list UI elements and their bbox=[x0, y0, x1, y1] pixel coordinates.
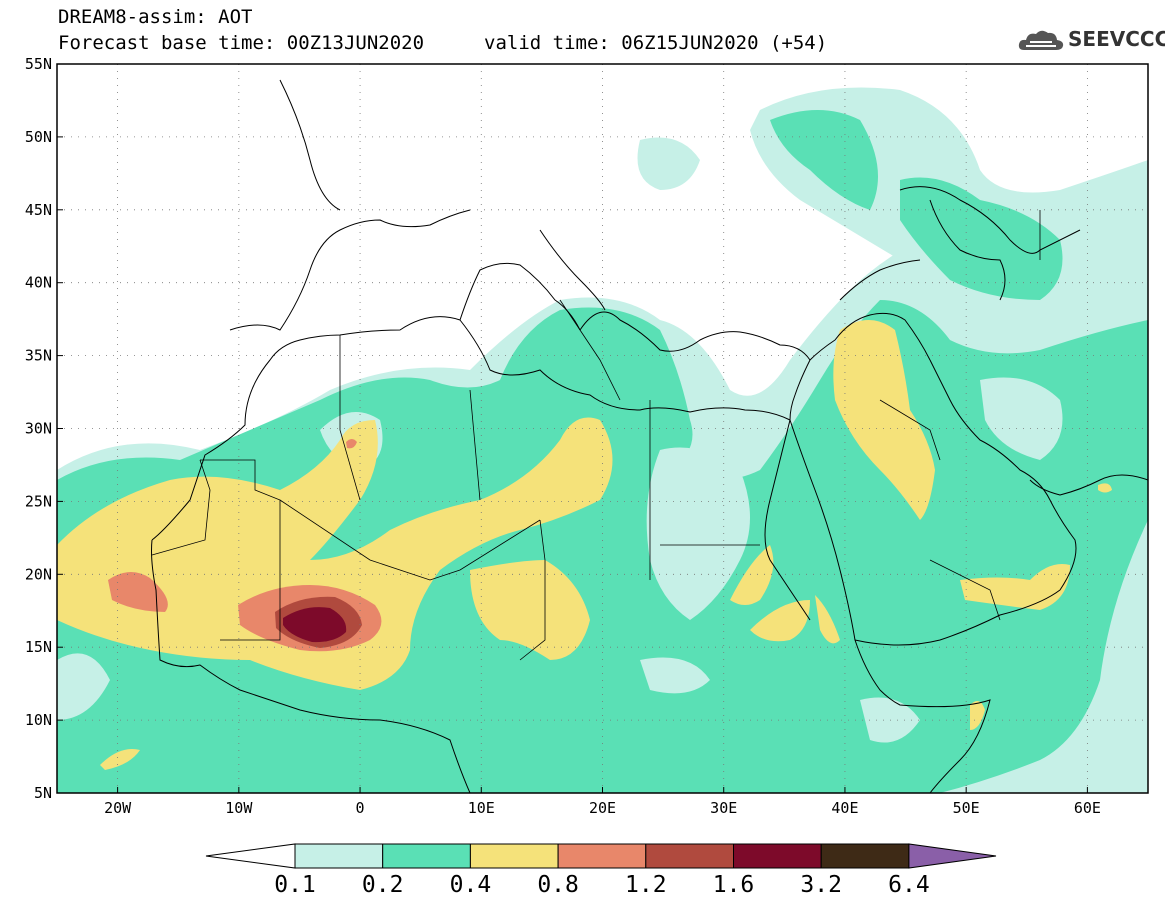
lon-tick-label: 30E bbox=[710, 799, 737, 817]
lat-tick-label: 45N bbox=[25, 201, 52, 219]
lat-tick-label: 5N bbox=[34, 784, 52, 802]
aot-hole-0.1-iran bbox=[980, 377, 1063, 460]
lon-tick-label: 20E bbox=[589, 799, 616, 817]
colorbar-swatch bbox=[294, 843, 384, 869]
lat-tick-label: 50N bbox=[25, 128, 52, 146]
colorbar-swatch bbox=[733, 843, 822, 869]
aot-contour-0.4 bbox=[57, 417, 613, 690]
colorbar-swatch bbox=[645, 843, 734, 869]
lat-tick-label: 20N bbox=[25, 565, 52, 583]
aot-contour-0.4-oman bbox=[960, 564, 1070, 610]
aot-hole-0.1-guinea bbox=[640, 657, 710, 694]
aot-field bbox=[57, 87, 1148, 793]
colorbar-label: 0.8 bbox=[537, 872, 579, 898]
aot-contour-0.4-sudan bbox=[730, 545, 774, 605]
graticule bbox=[57, 64, 1148, 793]
aot-contour-0.2-caspian bbox=[900, 177, 1063, 300]
axis-ticks: 20W 10W 0 10E 20E 30E 40E 50E 60E 55N 50N 45N 40N 35N… bbox=[25, 55, 1101, 817]
colorbar-below-arrow bbox=[205, 843, 296, 869]
forecast-base-time: Forecast base time: 00Z13JUN2020 bbox=[58, 32, 425, 54]
colorbar-swatch bbox=[469, 843, 559, 869]
country-borders bbox=[151, 210, 1041, 661]
aot-hole-0.1-west bbox=[57, 653, 110, 720]
lon-tick-label: 10E bbox=[468, 799, 495, 817]
aot-contour-0.4-chad bbox=[470, 560, 590, 660]
aot-contour-0.1-balkan bbox=[637, 137, 700, 190]
aot-contour-0.8-algeria bbox=[346, 439, 357, 449]
colorbar-swatch bbox=[557, 843, 647, 869]
aot-hole-0.1-egypt bbox=[646, 447, 750, 620]
aot-contour-0.4-ethiopia bbox=[750, 600, 810, 642]
lon-tick-label: 0 bbox=[356, 799, 365, 817]
lat-tick-label: 30N bbox=[25, 420, 52, 438]
colorbar-label: 0.1 bbox=[274, 872, 316, 898]
aot-contour-1.6 bbox=[283, 607, 347, 643]
colorbar-label: 1.6 bbox=[713, 872, 755, 898]
colorbar-swatch bbox=[382, 843, 471, 869]
lon-tick-label: 50E bbox=[953, 799, 980, 817]
colorbar-label: 0.4 bbox=[450, 872, 492, 898]
aot-contour-0.4-redsea bbox=[815, 595, 840, 644]
lon-tick-label: 10W bbox=[225, 799, 253, 817]
lat-tick-label: 35N bbox=[25, 347, 52, 365]
colorbar-swatch bbox=[820, 843, 910, 869]
coastlines bbox=[151, 79, 1148, 793]
colorbar-label: 6.4 bbox=[888, 872, 930, 898]
aot-contour-0.8 bbox=[108, 571, 168, 612]
colorbar-legend: 0.1 0.2 0.4 0.8 1.2 1.6 3.2 6.4 bbox=[205, 843, 997, 898]
lon-tick-label: 60E bbox=[1074, 799, 1101, 817]
colorbar-label: 1.2 bbox=[625, 872, 667, 898]
lon-tick-label: 40E bbox=[831, 799, 858, 817]
cloud-logo-icon bbox=[1018, 30, 1064, 50]
aot-contour-0.4-arabia-north bbox=[833, 320, 935, 520]
lat-tick-label: 15N bbox=[25, 638, 52, 656]
logo-text: SEEVCCC bbox=[1068, 27, 1165, 51]
lat-tick-label: 40N bbox=[25, 274, 52, 292]
aot-contour-0.4-somalia bbox=[970, 701, 985, 730]
colorbar-label: 0.2 bbox=[362, 872, 404, 898]
lat-tick-label: 55N bbox=[25, 55, 52, 73]
colorbar-label: 3.2 bbox=[800, 872, 842, 898]
lon-tick-label: 20W bbox=[104, 799, 132, 817]
aot-contour-0.4-gulfguinea bbox=[100, 749, 140, 770]
colorbar-above-arrow bbox=[908, 843, 997, 869]
valid-time: valid time: 06Z15JUN2020 (+54) bbox=[484, 32, 828, 54]
aot-contour-0.2-russia bbox=[770, 110, 878, 210]
lat-tick-label: 25N bbox=[25, 492, 52, 510]
map-title: DREAM8-assim: AOT bbox=[58, 6, 253, 28]
aot-contour-0.4-gulf bbox=[1098, 483, 1112, 493]
lat-tick-label: 10N bbox=[25, 711, 52, 729]
